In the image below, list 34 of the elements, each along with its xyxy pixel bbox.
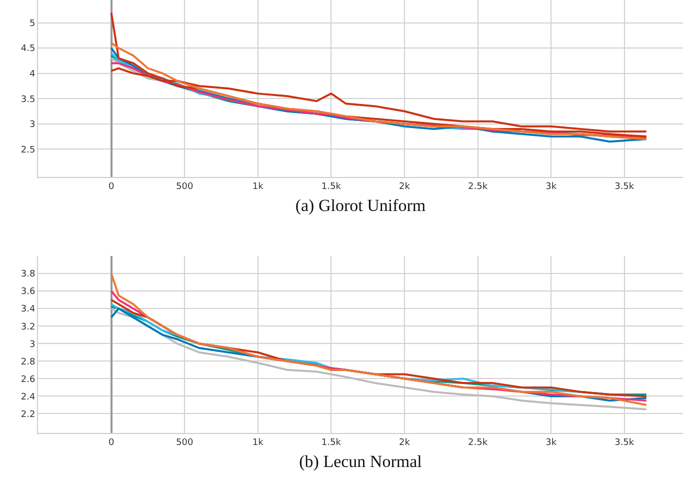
x-axis-title: (a) Glorot Uniform: [295, 196, 426, 216]
x-tick-label: 3.5k: [614, 438, 635, 448]
x-tick-label: 2.5k: [468, 182, 488, 192]
x-tick-label: 0: [108, 182, 114, 192]
line-series: [110, 272, 648, 406]
x-tick-label: 3.5k: [614, 182, 635, 192]
x-tick-label: 1k: [252, 438, 264, 448]
y-tick-label: 3.6: [20, 287, 36, 298]
x-tick-label: 500: [176, 438, 194, 448]
y-tick-label: 3: [29, 340, 36, 350]
x-tick-label: 3k: [546, 438, 558, 448]
y-tick-label: 2.5: [20, 145, 36, 156]
y-tick-label: 3.5: [20, 94, 36, 105]
x-tick-label: 3k: [546, 182, 558, 192]
x-tick-label: 2k: [399, 438, 411, 448]
y-tick-label: 2.4: [20, 392, 36, 402]
x-tick-label: 500: [176, 182, 194, 192]
y-tick-label: 5: [29, 18, 36, 29]
y-tick-label: 4: [29, 69, 36, 80]
y-tick-label: 2.8: [20, 357, 36, 368]
y-tick-label: 3.8: [20, 270, 36, 280]
y-tick-label: 3.4: [20, 304, 36, 315]
x-axis-title: (b) Lecun Normal: [299, 452, 422, 472]
y-tick-label: 2.2: [20, 410, 36, 420]
x-tick-label: 2.5k: [468, 438, 488, 448]
y-tick-label: 3.2: [20, 322, 36, 332]
x-tick-label: 2k: [399, 182, 411, 192]
x-tick-label: 1.5k: [321, 182, 342, 192]
y-tick-label: 2.6: [20, 374, 36, 385]
y-tick-label: 4.5: [20, 44, 36, 54]
x-tick-label: 1.5k: [321, 438, 342, 448]
x-tick-label: 1k: [252, 182, 264, 192]
x-tick-label: 0: [108, 438, 114, 448]
y-tick-label: 3: [29, 120, 36, 130]
